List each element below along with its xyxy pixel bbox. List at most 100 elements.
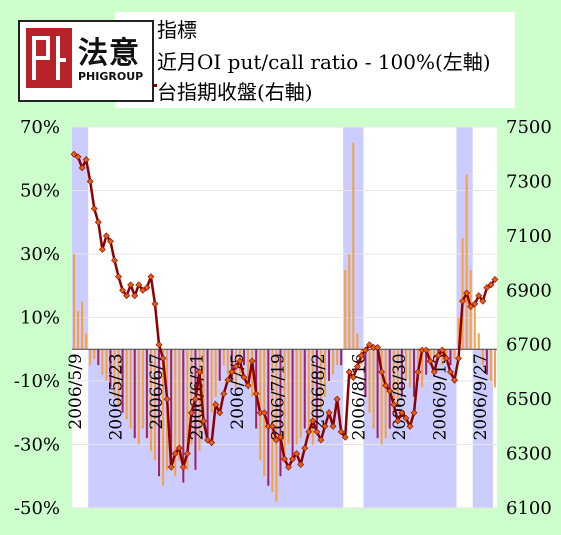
price-marker-87 [422, 346, 430, 354]
x-axis-labels: 2006/5/9 2006/5/23 2006/6/7 2006/6/21 2006/7… [66, 353, 491, 440]
putcall-bar-99 [473, 301, 476, 350]
price-marker-78 [386, 387, 394, 395]
price-marker-14 [127, 281, 135, 289]
logo-mark-icon [26, 28, 72, 88]
left-tick-label-0: 70% [20, 117, 60, 138]
putcall-bar-51 [279, 349, 282, 477]
price-marker-70 [353, 363, 361, 370]
indicator-band-0 [72, 127, 89, 350]
putcall-bar-59 [311, 349, 314, 445]
putcall-bar-29 [190, 349, 193, 445]
putcall-bar-83 [408, 349, 411, 388]
price-marker-73 [366, 341, 373, 349]
putcall-bar-11 [117, 349, 120, 407]
price-marker-71 [357, 352, 365, 360]
legend-label-taiex: 台指期收盤(右軸) [157, 80, 313, 104]
price-marker-81 [398, 409, 406, 417]
putcall-bar-54 [291, 349, 294, 461]
putcall-bar-64 [332, 349, 335, 375]
putcall-bar-33 [206, 349, 209, 439]
price-marker-102 [483, 284, 491, 291]
putcall-bar-38 [226, 349, 229, 375]
price-marker-84 [410, 409, 418, 417]
price-marker-65 [333, 395, 341, 403]
price-marker-56 [297, 461, 305, 468]
price-marker-97 [463, 289, 471, 297]
price-marker-24 [167, 463, 175, 471]
legend: 指標 近月OI put/call ratio - 100%(左軸) 台指期收盤(… [115, 12, 515, 108]
putcall-bar-49 [271, 349, 274, 493]
price-marker-92 [442, 354, 450, 362]
price-marker-57 [301, 444, 309, 452]
price-marker-20 [151, 300, 159, 308]
putcall-bar-39 [230, 349, 233, 381]
left-tick-label-5: -30% [14, 435, 60, 456]
right-tick-label-1: 7300 [506, 171, 552, 192]
x-tick-label-2: 2006/6/7 [147, 353, 167, 429]
putcall-bar-42 [243, 349, 246, 366]
putcall-bar-100 [477, 333, 480, 350]
putcall-bar-48 [267, 349, 270, 486]
x-tick-label-1: 2006/5/23 [107, 353, 127, 440]
putcall-bar-93 [449, 349, 452, 366]
putcall-bar-66 [340, 349, 343, 366]
left-tick-label-6: -50% [14, 498, 60, 519]
putcall-bar-79 [392, 349, 395, 413]
putcall-bar-28 [186, 349, 189, 470]
price-marker-103 [487, 281, 495, 289]
phigroup-logo: 法意 PHIGROUP [18, 20, 154, 102]
price-marker-29 [187, 409, 195, 417]
putcall-bar-63 [328, 349, 331, 381]
price-marker-5 [90, 205, 98, 213]
putcall-bar-36 [218, 349, 221, 381]
putcall-bar-14 [129, 349, 132, 429]
left-tick-label-3: 10% [20, 308, 60, 329]
price-marker-6 [94, 218, 102, 226]
price-marker-16 [135, 281, 143, 289]
putcall-bar-32 [202, 349, 205, 429]
putcall-bar-65 [336, 349, 339, 366]
putcall-bar-27 [182, 349, 185, 483]
price-marker-61 [317, 436, 325, 444]
price-marker-72 [362, 346, 369, 354]
putcall-bar-77 [384, 349, 387, 439]
right-tick-label-6: 6300 [506, 444, 552, 465]
putcall-bar-10 [113, 349, 116, 397]
price-marker-8 [102, 232, 110, 240]
price-marker-52 [281, 455, 288, 463]
price-marker-51 [277, 433, 284, 441]
price-marker-45 [252, 390, 260, 398]
price-marker-85 [414, 368, 422, 376]
putcall-bar-68 [348, 254, 351, 350]
price-marker-21 [155, 341, 163, 349]
price-marker-17 [139, 286, 147, 294]
right-tick-label-2: 7100 [506, 226, 552, 247]
price-marker-79 [390, 401, 398, 409]
left-tick-label-1: 50% [20, 181, 60, 202]
putcall-bar-97 [465, 174, 468, 350]
putcall-bar-73 [368, 349, 371, 413]
price-marker-68 [345, 368, 353, 376]
x-tick-label-8: 2006/8/30 [390, 353, 410, 440]
price-marker-32 [200, 417, 207, 425]
price-marker-94 [451, 376, 458, 384]
putcall-bar-60 [315, 349, 318, 429]
putcall-bar-101 [481, 349, 484, 366]
left-tick-label-4: -10% [14, 371, 60, 392]
price-marker-54 [289, 455, 297, 463]
putcall-bar-3 [85, 333, 88, 350]
putcall-bar-58 [307, 349, 310, 439]
price-marker-67 [341, 433, 349, 441]
putcall-bar-82 [404, 349, 407, 381]
price-marker-19 [147, 273, 155, 281]
price-marker-43 [244, 382, 252, 389]
putcall-bar-91 [441, 349, 444, 366]
putcall-bar-89 [433, 349, 436, 359]
x-tick-label-0: 2006/5/9 [66, 353, 86, 429]
logo-chinese-text: 法意 [78, 36, 140, 71]
putcall-bar-20 [153, 349, 156, 461]
price-marker-35 [212, 401, 220, 409]
price-marker-53 [285, 463, 292, 471]
price-marker-25 [171, 450, 179, 457]
